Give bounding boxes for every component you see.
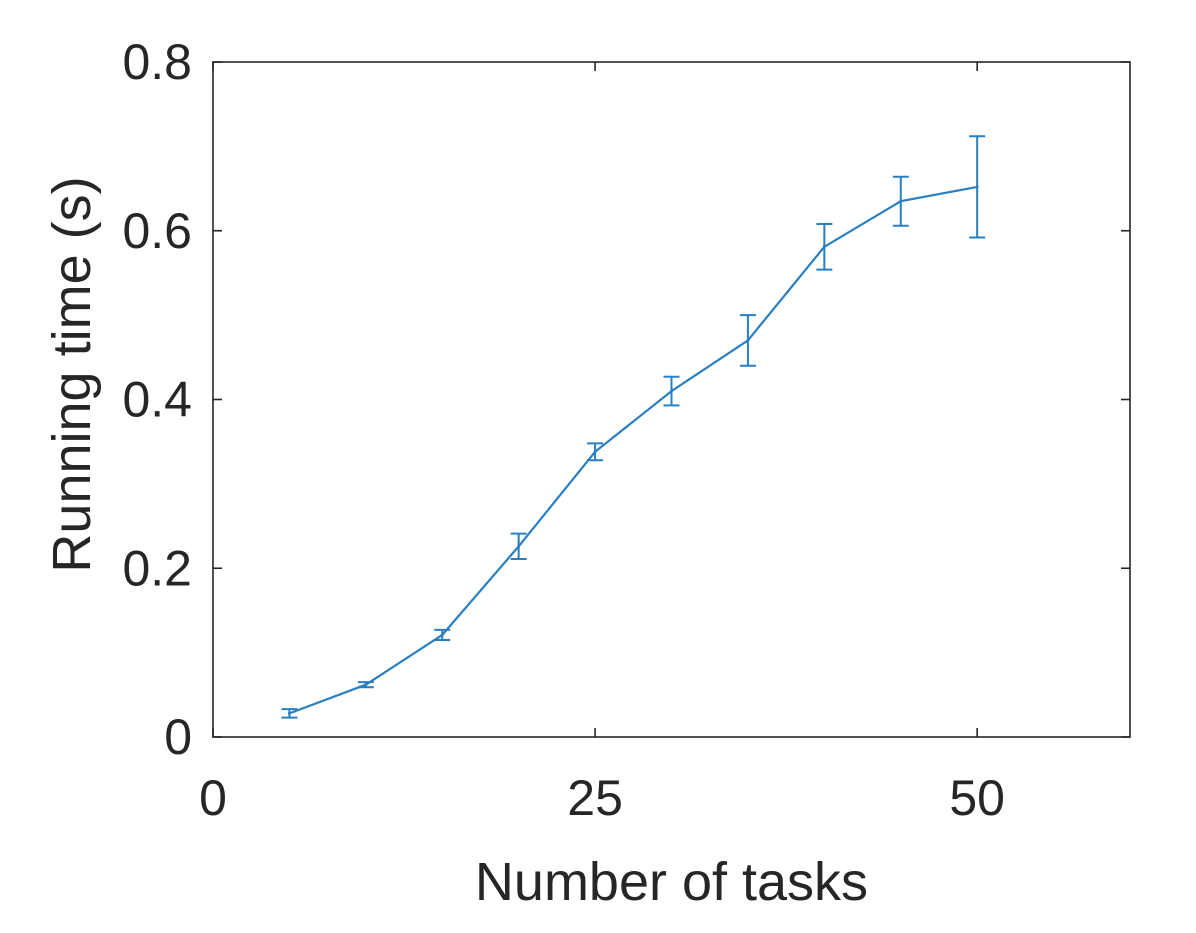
axis-ticks: 0 25 50 0 0.2 0.4 0.6 0.8 — [122, 34, 1130, 826]
data-point — [287, 711, 291, 715]
x-tick-label: 25 — [567, 770, 623, 826]
y-axis-title: Running time (s) — [42, 176, 102, 572]
data-point — [364, 683, 368, 687]
data-point — [822, 245, 826, 249]
data-point — [517, 544, 521, 548]
y-tick-label: 0.2 — [122, 540, 192, 596]
y-tick-label: 0.8 — [122, 34, 192, 90]
x-axis-title: Number of tasks — [475, 852, 868, 912]
data-point — [899, 199, 903, 203]
series-line — [289, 185, 978, 715]
data-point — [670, 389, 673, 393]
error-bar — [739, 314, 756, 367]
error-bar — [816, 223, 833, 271]
data-point — [440, 633, 444, 637]
error-bar — [587, 442, 604, 462]
error-bar — [969, 135, 986, 239]
data-point — [593, 450, 597, 454]
error-bar — [510, 532, 527, 560]
data-point — [746, 338, 750, 342]
error-bar — [357, 681, 374, 689]
data-point — [975, 185, 979, 189]
y-tick-label: 0.4 — [122, 372, 192, 428]
error-bar — [434, 628, 451, 641]
x-tick-label: 50 — [949, 770, 1005, 826]
error-bar — [281, 708, 298, 719]
x-tick-label: 0 — [199, 770, 227, 826]
series-layer — [281, 135, 986, 719]
error-bar — [663, 375, 680, 407]
error-bar — [892, 175, 909, 227]
y-tick-label: 0 — [164, 709, 192, 765]
y-tick-label: 0.6 — [122, 203, 192, 259]
